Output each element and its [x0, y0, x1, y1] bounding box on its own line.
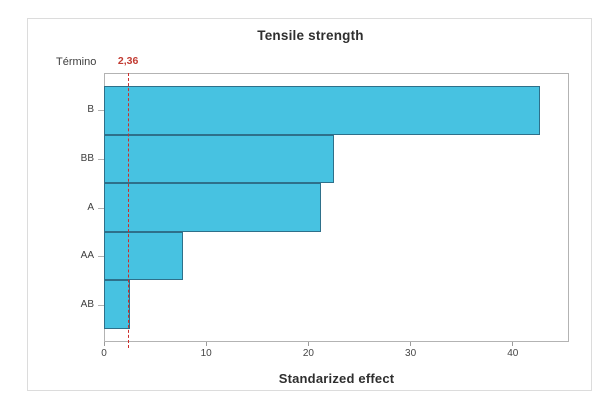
bar-ab [104, 280, 130, 329]
y-axis-tick [98, 256, 104, 258]
y-axis-tick [98, 207, 104, 209]
y-axis-tick [98, 304, 104, 306]
x-axis-tick [512, 342, 514, 346]
reference-line-label: 2,36 [117, 55, 139, 67]
bar-aa [104, 231, 183, 281]
y-axis-tick [98, 110, 104, 112]
bars-layer [104, 73, 569, 342]
y-category-label: BB [80, 152, 94, 164]
y-category-label: AB [80, 298, 94, 310]
x-tick-label: 20 [302, 348, 314, 359]
x-axis-tick [205, 342, 207, 346]
x-axis-tick [410, 342, 412, 346]
y-category-label: A [87, 201, 94, 213]
chart-title: Tensile strength [257, 28, 364, 43]
reference-line [128, 73, 130, 348]
x-tick-label: 30 [405, 348, 417, 359]
bar-a [104, 183, 321, 232]
x-tick-label: 10 [200, 348, 212, 359]
x-axis-tick [307, 342, 309, 346]
y-category-label: AA [80, 250, 94, 262]
x-axis-tick [103, 342, 105, 346]
x-axis-label: Standarized effect [278, 371, 395, 386]
bar-bb [104, 134, 334, 184]
y-axis-title: Término [56, 56, 97, 68]
x-tick-label: 40 [507, 348, 519, 359]
bar-b [104, 86, 541, 135]
pareto-chart-figure: Tensile strength Término 2,36 Standarize… [27, 18, 592, 391]
y-category-label: B [87, 104, 94, 116]
y-axis-tick [98, 158, 104, 160]
x-tick-label: 0 [101, 348, 107, 359]
